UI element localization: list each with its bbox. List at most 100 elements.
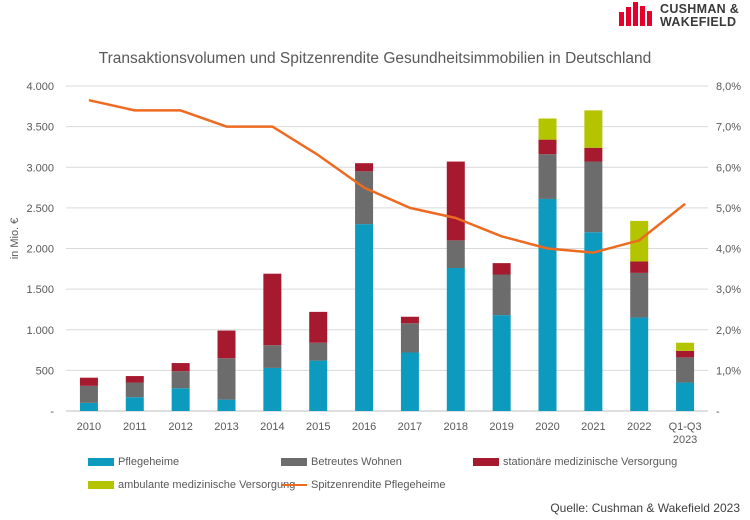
bar-pflegeheime bbox=[125, 397, 144, 411]
bar-betreutes-wohnen bbox=[630, 272, 649, 318]
bar-betreutes-wohnen bbox=[217, 358, 236, 400]
x-tick-label: 2018 bbox=[444, 421, 468, 433]
bar-betreutes-wohnen bbox=[263, 345, 282, 368]
x-tick-label: 2012 bbox=[168, 421, 192, 433]
y2-tick-label: 2,0% bbox=[716, 325, 741, 337]
legend-label: ambulante medizinische Versorgung bbox=[118, 479, 296, 491]
y2-tick-label: 1,0% bbox=[716, 365, 741, 377]
bar-pflegeheime bbox=[676, 382, 695, 411]
legend-label: Betreutes Wohnen bbox=[311, 456, 402, 468]
bar-station-re-medizinische-versorgung bbox=[263, 273, 282, 346]
bar-pflegeheime bbox=[584, 232, 603, 411]
bar-betreutes-wohnen bbox=[125, 382, 144, 398]
legend-swatch bbox=[281, 458, 307, 466]
bar-station-re-medizinische-versorgung bbox=[446, 161, 465, 241]
legend-swatch bbox=[281, 484, 307, 486]
x-tick-label: 2013 bbox=[214, 421, 238, 433]
x-tick-label: 2016 bbox=[352, 421, 376, 433]
brand-logo-mark bbox=[619, 2, 657, 31]
bar-ambulante-medizinische-versorgung bbox=[584, 110, 603, 148]
brand-name: CUSHMAN & WAKEFIELD bbox=[660, 3, 739, 29]
bar-pflegeheime bbox=[263, 367, 282, 411]
x-tick-label: 2011 bbox=[123, 421, 147, 433]
x-tick-label: 2015 bbox=[306, 421, 330, 433]
bar-ambulante-medizinische-versorgung bbox=[538, 118, 557, 140]
bar-station-re-medizinische-versorgung bbox=[400, 316, 419, 324]
y2-tick-label: 7,0% bbox=[716, 122, 741, 134]
bar-station-re-medizinische-versorgung bbox=[676, 350, 695, 358]
y-tick-label: 3.000 bbox=[26, 162, 54, 174]
legend-item: Pflegeheime bbox=[88, 456, 179, 468]
bar-pflegeheime bbox=[309, 360, 328, 411]
bar-ambulante-medizinische-versorgung bbox=[676, 342, 695, 351]
y-tick-label: 4.000 bbox=[26, 81, 54, 93]
bar-betreutes-wohnen bbox=[355, 171, 374, 225]
bar-betreutes-wohnen bbox=[584, 161, 603, 233]
y2-tick-label: 6,0% bbox=[716, 162, 741, 174]
y-tick-label: 3.500 bbox=[26, 122, 54, 134]
legend-swatch bbox=[88, 458, 114, 466]
y2-tick-label: 4,0% bbox=[716, 244, 741, 256]
legend-item: Betreutes Wohnen bbox=[281, 456, 402, 468]
bar-pflegeheime bbox=[171, 388, 190, 411]
bar-station-re-medizinische-versorgung bbox=[171, 363, 190, 372]
x-tick-label: 2014 bbox=[260, 421, 284, 433]
legend-label: Spitzenrendite Pflegeheime bbox=[311, 479, 446, 491]
bar-station-re-medizinische-versorgung bbox=[538, 139, 557, 155]
y2-tick-label: 5,0% bbox=[716, 203, 741, 215]
legend-label: Pflegeheime bbox=[118, 456, 180, 468]
bar-pflegeheime bbox=[538, 198, 557, 411]
legend-swatch bbox=[473, 458, 499, 466]
y-tick-label: 2.500 bbox=[26, 203, 54, 215]
y-tick-label: 500 bbox=[36, 365, 54, 377]
legend-swatch bbox=[88, 481, 114, 489]
bar-betreutes-wohnen bbox=[676, 357, 695, 383]
x-tick-label: 2017 bbox=[398, 421, 422, 433]
legend-item: stationäre medizinische Versorgung bbox=[473, 456, 677, 468]
bar-pflegeheime bbox=[355, 224, 374, 411]
brand-building-icon bbox=[619, 2, 652, 26]
bar-station-re-medizinische-versorgung bbox=[355, 163, 374, 172]
x-tick-label: 2022 bbox=[627, 421, 651, 433]
bar-pflegeheime bbox=[400, 352, 419, 411]
bar-pflegeheime bbox=[79, 402, 98, 411]
x-tick-label: 2019 bbox=[489, 421, 513, 433]
legend-item: ambulante medizinische Versorgung bbox=[88, 479, 295, 491]
source-note: Quelle: Cushman & Wakefield 2023 bbox=[550, 501, 740, 515]
bar-betreutes-wohnen bbox=[309, 342, 328, 361]
bar-station-re-medizinische-versorgung bbox=[125, 376, 144, 383]
x-tick-label: 2010 bbox=[77, 421, 101, 433]
y-tick-label: - bbox=[50, 406, 54, 418]
chart-title: Transaktionsvolumen und Spitzenrendite G… bbox=[98, 50, 652, 67]
y2-tick-label: 8,0% bbox=[716, 81, 741, 93]
x-tick-label: 2021 bbox=[581, 421, 605, 433]
x-tick-label: 2023 bbox=[673, 434, 697, 446]
legend-label: stationäre medizinische Versorgung bbox=[503, 456, 678, 468]
bar-pflegeheime bbox=[630, 317, 649, 411]
y-tick-label: 1.000 bbox=[26, 325, 54, 337]
bar-betreutes-wohnen bbox=[171, 371, 190, 389]
y-axis-label: in Mio. € bbox=[9, 218, 21, 260]
bar-station-re-medizinische-versorgung bbox=[492, 263, 511, 275]
bar-station-re-medizinische-versorgung bbox=[309, 311, 328, 343]
brand-name-line1: CUSHMAN & bbox=[660, 2, 740, 16]
legend-item: Spitzenrendite Pflegeheime bbox=[281, 479, 446, 491]
x-tick-label: Q1-Q3 bbox=[669, 421, 702, 433]
bar-station-re-medizinische-versorgung bbox=[630, 261, 649, 273]
bar-station-re-medizinische-versorgung bbox=[584, 147, 603, 162]
bar-station-re-medizinische-versorgung bbox=[79, 377, 98, 386]
bar-betreutes-wohnen bbox=[538, 154, 557, 199]
bar-pflegeheime bbox=[492, 315, 511, 411]
bar-betreutes-wohnen bbox=[79, 385, 98, 403]
line-spitzenrendite-pflegeheime bbox=[88, 98, 686, 254]
bar-betreutes-wohnen bbox=[492, 274, 511, 316]
bar-pflegeheime bbox=[217, 399, 236, 411]
x-tick-label: 2020 bbox=[535, 421, 559, 433]
y-tick-label: 1.500 bbox=[26, 284, 54, 296]
bar-station-re-medizinische-versorgung bbox=[217, 330, 236, 359]
bar-betreutes-wohnen bbox=[446, 240, 465, 268]
y2-tick-label: - bbox=[716, 406, 720, 418]
brand-name-line2: WAKEFIELD bbox=[660, 15, 737, 29]
y-tick-label: 2.000 bbox=[26, 244, 54, 256]
